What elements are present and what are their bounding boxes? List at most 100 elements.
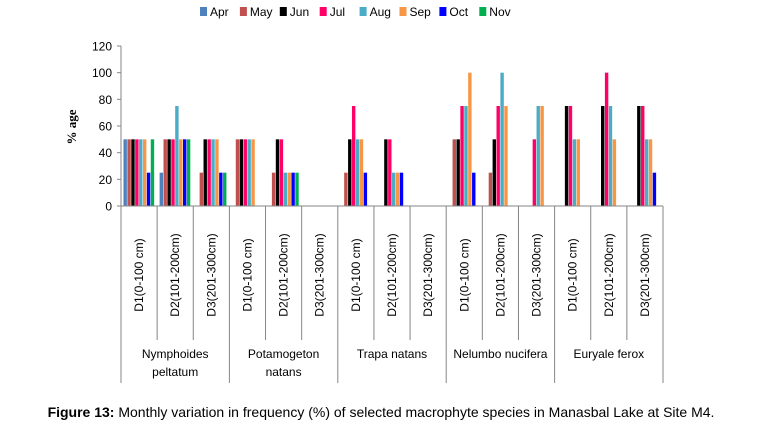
bar-jul — [568, 106, 573, 206]
bar-sep — [179, 139, 183, 206]
bar-oct — [652, 172, 657, 206]
bar-jun — [384, 139, 388, 206]
bar-aug — [608, 106, 613, 206]
x-tick-label: D3(201-300cm) — [313, 233, 327, 316]
species-labels: Nymphoides peltatum Potamogeton natans Trapa… — [142, 347, 644, 379]
x-tick-label: D2(101-200cm) — [168, 233, 182, 316]
y-tick-label: 60 — [99, 120, 113, 134]
bar-nov — [186, 139, 191, 206]
legend-swatch-oct — [439, 7, 447, 16]
bar-sep — [142, 139, 147, 206]
bar-aug — [536, 106, 540, 206]
bar-sep — [648, 139, 653, 206]
bar-may — [488, 172, 493, 206]
bar-sep — [359, 139, 364, 206]
bar-aug — [572, 139, 577, 206]
bar-jun — [637, 106, 641, 206]
bar-sep — [251, 139, 255, 206]
legend-label-aug: Aug — [370, 5, 391, 19]
x-tick-label: D3(201-300cm) — [421, 233, 435, 316]
bar-jun — [492, 139, 496, 206]
x-tick-label: D2(101-200cm) — [385, 233, 399, 316]
bar-sep — [215, 139, 219, 206]
bar-aug — [464, 106, 468, 206]
bar-may — [344, 172, 348, 206]
figure-caption: Figure 13: Monthly variation in frequenc… — [0, 404, 762, 420]
bar-oct — [399, 172, 404, 206]
bar-jun — [239, 139, 244, 206]
species-label: Nelumbo nucifera — [453, 347, 547, 361]
species-label: Nymphoides — [142, 347, 209, 361]
y-axis-label: % age — [64, 109, 79, 144]
bar-may — [163, 139, 167, 206]
y-axis: 0 20 40 60 80 100 120 — [92, 40, 122, 214]
bar-jul — [171, 139, 175, 206]
bar-apr — [159, 172, 163, 206]
bar-aug — [247, 139, 251, 206]
y-tick-label: 100 — [92, 66, 112, 80]
legend-swatch-aug — [359, 7, 367, 16]
bar-jun — [601, 106, 605, 206]
legend: Apr May Jun Jul Aug Sep Oct Nov — [200, 5, 511, 19]
legend-label-apr: Apr — [210, 5, 229, 19]
bar-jul — [351, 106, 356, 206]
legend-swatch-jun — [279, 7, 287, 16]
bar-aug — [392, 172, 396, 206]
bar-jul — [496, 106, 500, 206]
legend-label-sep: Sep — [410, 5, 432, 19]
chart: Apr May Jun Jul Aug Sep Oct Nov % age 0 20 40 60 80… — [64, 5, 664, 383]
bar-jun — [275, 139, 280, 206]
caption-text: Monthly variation in frequency (%) of se… — [114, 404, 715, 420]
y-tick-label: 20 — [99, 173, 113, 187]
legend-swatch-jul — [319, 7, 327, 16]
x-tick-label: D1(0-100 cm) — [132, 238, 146, 311]
legend-swatch-sep — [399, 7, 407, 16]
species-label: natans — [266, 365, 302, 379]
bar-aug — [211, 139, 215, 206]
bar-jun — [564, 106, 569, 206]
x-tick-label: D3(201-300cm) — [530, 233, 544, 316]
bar-oct — [363, 172, 368, 206]
x-axis: D1(0-100 cm) D2(101-200cm) D3(201-300cm) D1… — [120, 205, 664, 383]
x-tick-label: D1(0-100 cm) — [349, 238, 363, 311]
legend-label-may: May — [250, 5, 273, 19]
legend-label-jul: Jul — [330, 5, 345, 19]
y-tick-label: 80 — [99, 93, 113, 107]
bar-aug — [139, 139, 143, 206]
bar-jul — [207, 139, 211, 206]
bar-may — [271, 172, 276, 206]
bar-sep — [576, 139, 580, 206]
bar-sep — [504, 106, 508, 206]
y-tick-label: 40 — [99, 146, 113, 160]
bar-may — [235, 139, 240, 206]
bar-may — [452, 139, 456, 206]
x-tick-label: D1(0-100 cm) — [457, 238, 471, 311]
bars — [123, 72, 657, 206]
species-label: Euryale ferox — [573, 347, 644, 361]
bar-oct — [472, 172, 476, 206]
species-label: Trapa natans — [357, 347, 427, 361]
bar-sep — [287, 172, 291, 206]
bar-jun — [348, 139, 352, 206]
bar-may — [127, 139, 131, 206]
bar-nov — [295, 172, 299, 206]
legend-swatch-may — [239, 7, 247, 16]
y-tick-label: 120 — [92, 40, 112, 54]
bar-oct — [291, 172, 295, 206]
bar-may — [199, 172, 204, 206]
x-tick-label: D3(201-300cm) — [638, 233, 652, 316]
legend-swatch-apr — [200, 7, 207, 16]
x-tick-label: D2(101-200cm) — [602, 233, 616, 316]
legend-swatch-nov — [479, 7, 487, 16]
x-tick-label: D1(0-100 cm) — [566, 238, 580, 311]
bar-jul — [460, 106, 464, 206]
bar-jul — [279, 139, 284, 206]
legend-label-nov: Nov — [489, 5, 510, 19]
bar-aug — [644, 139, 649, 206]
bar-sep — [540, 106, 544, 206]
legend-label-jun: Jun — [290, 5, 309, 19]
bar-sep — [395, 172, 400, 206]
x-tick-label: D2(101-200cm) — [277, 233, 291, 316]
bar-jul — [532, 139, 537, 206]
x-tick-label: D2(101-200cm) — [493, 233, 507, 316]
